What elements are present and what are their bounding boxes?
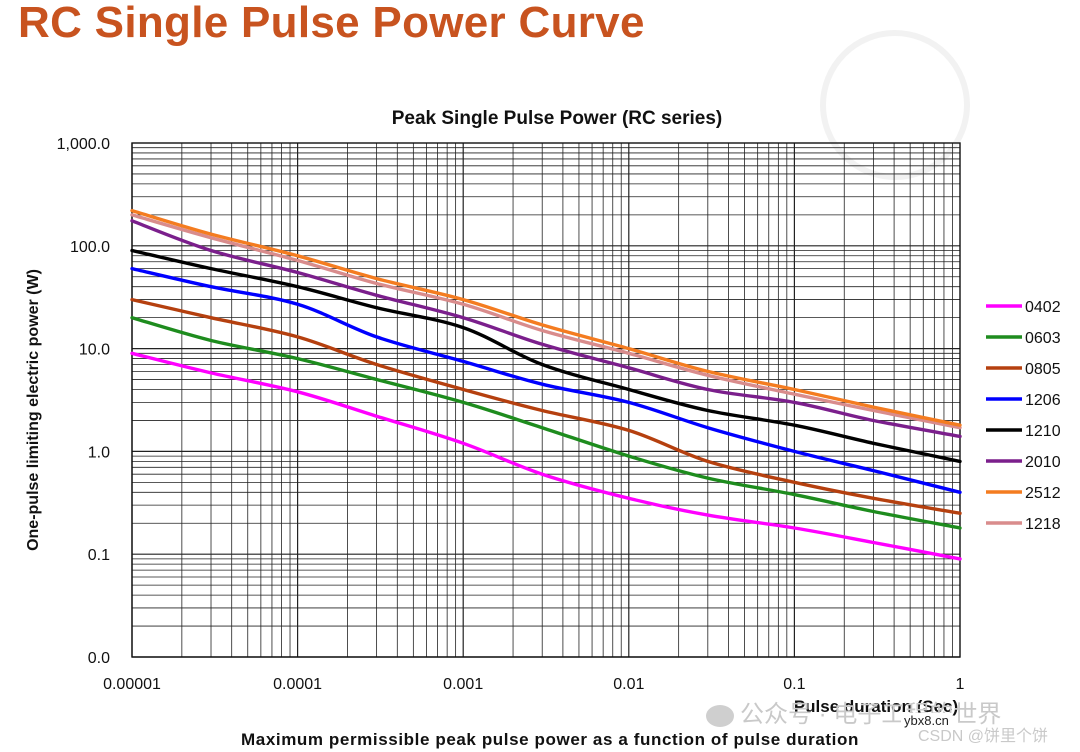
x-tick-label: 1 [956, 676, 965, 693]
watermark: 公众号 · 电子工程的世界 [706, 694, 1001, 729]
series-line-0402 [130, 351, 962, 561]
slide-title: RC Single Pulse Power Curve [18, 0, 645, 47]
legend-label-1210: 1210 [1025, 423, 1061, 440]
plot-border [131, 142, 961, 658]
wechat-icon [706, 704, 734, 727]
series-line-1218 [130, 213, 962, 430]
x-tick-label: 0.001 [443, 676, 483, 693]
x-tick-label: 0.00001 [103, 676, 161, 693]
y-axis-label: One-pulse limiting electric power (W) [25, 269, 42, 551]
legend-label-0603: 0603 [1025, 330, 1061, 347]
csdn-watermark: CSDN @饼里个饼 [918, 728, 1049, 745]
legend-label-1218: 1218 [1025, 516, 1061, 533]
series-line-1210 [130, 248, 962, 464]
legend-label-2512: 2512 [1025, 485, 1061, 502]
series-lines [130, 208, 962, 561]
site-badge: ybx8.cn [901, 713, 952, 728]
series-line-1206 [130, 266, 962, 494]
x-tick-label: 0.1 [783, 676, 805, 693]
y-tick-label: 100.0 [70, 239, 110, 256]
axis-ticks: 0.00001 0.0001 0.001 0.01 0.1 10.00.11.010.01… [57, 136, 965, 693]
watermark-text: 公众号 · 电子工程的世界 [740, 701, 1002, 728]
decorative-arc [820, 30, 970, 180]
y-tick-label: 1,000.0 [57, 136, 110, 153]
series-line-0603 [130, 316, 962, 530]
y-tick-label: 1.0 [88, 444, 110, 461]
series-line-2010 [130, 219, 962, 439]
x-tick-label: 0.0001 [273, 676, 322, 693]
legend-label-0805: 0805 [1025, 361, 1061, 378]
series-line-2512 [130, 208, 962, 427]
y-tick-label: 0.0 [88, 650, 110, 667]
x-tick-label: 0.01 [613, 676, 644, 693]
chart-title: Peak Single Pulse Power (RC series) [392, 108, 723, 129]
y-tick-label: 0.1 [88, 547, 110, 564]
legend-label-0402: 0402 [1025, 299, 1061, 316]
chart-legend: 0402 0603 0805 1206 1210 2010 2512 1218 [986, 299, 1061, 533]
legend-label-1206: 1206 [1025, 392, 1061, 409]
chart-caption: Maximum permissible peak pulse power as … [241, 730, 859, 749]
legend-label-2010: 2010 [1025, 454, 1061, 471]
series-line-0805 [130, 297, 962, 515]
y-tick-label: 10.0 [79, 342, 110, 359]
x-axis-label: Pulse duration (Sec) [794, 697, 958, 716]
